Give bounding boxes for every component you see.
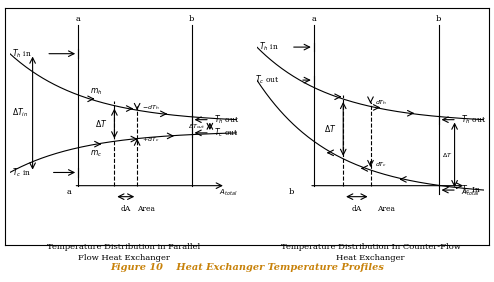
Text: Temperature Distribution In Counter-Flow
Heat Exchanger: Temperature Distribution In Counter-Flow…	[281, 243, 460, 262]
Text: Temperature Distribution in Parallel
Flow Heat Exchanger: Temperature Distribution in Parallel Flo…	[47, 243, 200, 262]
Text: b: b	[436, 15, 441, 23]
Text: $\Delta T$: $\Delta T$	[324, 124, 336, 135]
Text: $+dT_c$: $+dT_c$	[142, 135, 159, 144]
Text: $T_h$ out: $T_h$ out	[214, 113, 240, 126]
Text: a: a	[76, 15, 81, 23]
Text: b: b	[288, 188, 293, 196]
Text: Area: Area	[377, 206, 395, 213]
Text: $\Delta T$: $\Delta T$	[442, 151, 453, 159]
Text: $m_c$: $m_c$	[90, 149, 102, 159]
Text: a: a	[311, 15, 316, 23]
Text: $T_c$ out: $T_c$ out	[254, 74, 280, 86]
Text: b: b	[189, 15, 194, 23]
Text: $T_h$ out: $T_h$ out	[461, 113, 487, 126]
Text: $T_h$ in: $T_h$ in	[12, 47, 32, 60]
Text: $\Delta T_{in}$: $\Delta T_{in}$	[12, 107, 28, 119]
Text: $A_{total}$: $A_{total}$	[219, 188, 237, 198]
Text: $T_c$ In: $T_c$ In	[461, 184, 481, 196]
Text: $m_h$: $m_h$	[90, 86, 102, 96]
Text: $-dT_h$: $-dT_h$	[142, 103, 159, 113]
Text: $T_h$ in: $T_h$ in	[259, 41, 279, 53]
Text: Area: Area	[137, 206, 155, 213]
Text: $T_c$ in: $T_c$ in	[12, 166, 32, 179]
Text: $A_{total}$: $A_{total}$	[461, 188, 480, 198]
Text: dA: dA	[121, 206, 131, 213]
Text: Figure 10    Heat Exchanger Temperature Profiles: Figure 10 Heat Exchanger Temperature Pro…	[110, 263, 384, 272]
Text: $dT_c$: $dT_c$	[375, 160, 387, 169]
Text: $dT_h$: $dT_h$	[375, 98, 387, 107]
Text: dA: dA	[352, 206, 362, 213]
Text: $\Delta T_{out}$: $\Delta T_{out}$	[188, 122, 206, 131]
Text: $T_c$ out: $T_c$ out	[214, 127, 239, 139]
Text: $\Delta T$: $\Delta T$	[95, 118, 108, 129]
Text: a: a	[67, 188, 72, 196]
